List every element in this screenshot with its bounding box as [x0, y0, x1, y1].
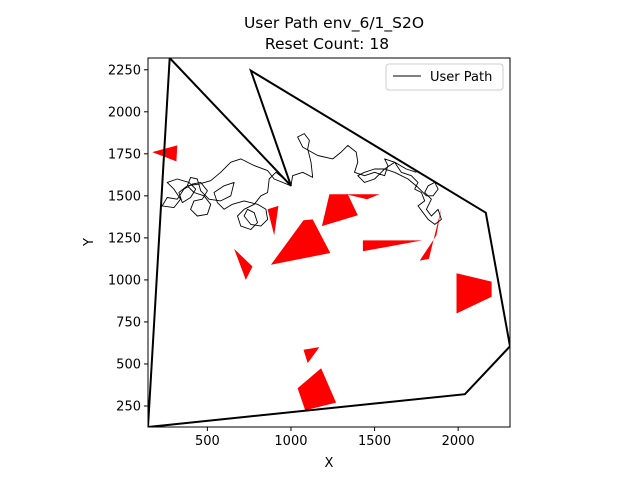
x-tick-label-1500: 1500: [358, 434, 391, 449]
obstacle-3: [234, 248, 253, 280]
y-tick-label-500: 500: [116, 357, 141, 372]
chart-subtitle: Reset Count: 18: [265, 35, 389, 53]
x-tick-label-1000: 1000: [274, 434, 307, 449]
plot-area: [148, 58, 510, 427]
obstacle-9: [456, 273, 492, 314]
obstacle-11: [303, 347, 320, 364]
chart-title: User Path env_6/1_S2O: [244, 14, 424, 33]
user-path-series: [161, 133, 442, 230]
y-tick-label-1500: 1500: [108, 189, 141, 204]
y-tick-label-1250: 1250: [108, 231, 141, 246]
y-tick-label-2000: 2000: [108, 105, 141, 120]
obstacle-2: [267, 205, 279, 236]
obstacle-7: [362, 240, 423, 252]
axes-frame: [147, 57, 511, 428]
obstacle-6: [346, 194, 380, 200]
y-tick-label-2250: 2250: [108, 63, 141, 78]
user-path-line: [161, 133, 442, 230]
y-tick-label-250: 250: [116, 399, 141, 414]
boundary: [148, 58, 510, 427]
y-tick-label-1750: 1750: [108, 147, 141, 162]
obstacle-4: [270, 219, 331, 265]
legend: User Path: [385, 63, 504, 91]
x-tick-label-500: 500: [195, 434, 220, 449]
y-axis: 250 500 750 1000 1250 1500 1750 2000 2250: [108, 63, 148, 414]
x-axis-label: X: [325, 456, 334, 471]
legend-box: [385, 63, 504, 91]
y-tick-label-1000: 1000: [108, 273, 141, 288]
obstacle-10: [297, 368, 337, 411]
boundary-line: [148, 58, 510, 427]
y-axis-label: Y: [82, 238, 97, 247]
obstacle-8: [419, 207, 442, 261]
y-tick-label-750: 750: [116, 315, 141, 330]
obstacles: [152, 145, 492, 411]
legend-label-user-path: User Path: [430, 70, 492, 85]
obstacle-5: [321, 194, 358, 227]
x-axis: 500 1000 1500 2000: [195, 427, 475, 449]
x-tick-label-2000: 2000: [442, 434, 475, 449]
